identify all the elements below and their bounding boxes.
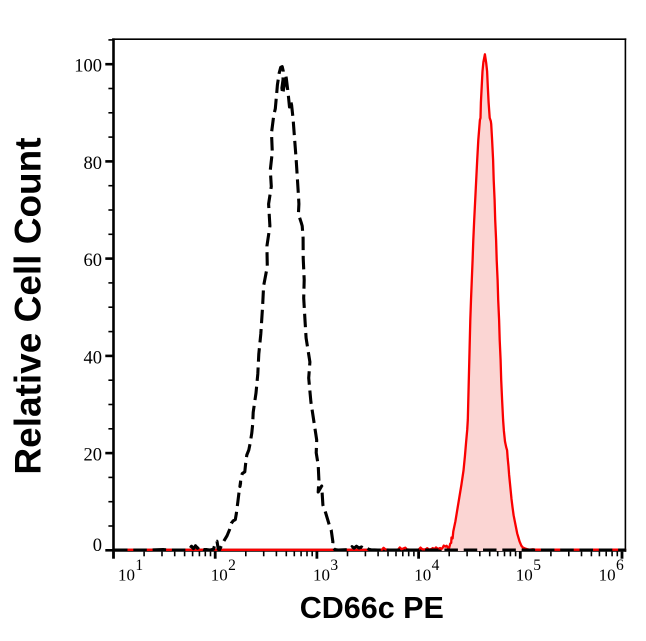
svg-text:0: 0 bbox=[93, 536, 102, 556]
svg-text:10: 10 bbox=[414, 565, 431, 584]
svg-text:2: 2 bbox=[228, 557, 236, 574]
svg-text:20: 20 bbox=[84, 446, 103, 466]
svg-text:4: 4 bbox=[432, 557, 440, 574]
svg-text:6: 6 bbox=[616, 557, 624, 574]
svg-text:10: 10 bbox=[118, 565, 135, 584]
svg-text:10: 10 bbox=[599, 565, 616, 584]
svg-text:100: 100 bbox=[74, 57, 102, 77]
svg-text:10: 10 bbox=[516, 565, 533, 584]
svg-text:Relative Cell Count: Relative Cell Count bbox=[8, 137, 49, 474]
svg-text:60: 60 bbox=[84, 251, 103, 271]
svg-text:80: 80 bbox=[84, 154, 103, 174]
svg-text:1: 1 bbox=[135, 557, 143, 574]
svg-text:3: 3 bbox=[330, 557, 338, 574]
svg-text:10: 10 bbox=[313, 565, 330, 584]
svg-text:10: 10 bbox=[211, 565, 228, 584]
svg-text:40: 40 bbox=[84, 348, 103, 368]
svg-text:5: 5 bbox=[533, 557, 541, 574]
svg-text:CD66c PE: CD66c PE bbox=[300, 591, 444, 625]
